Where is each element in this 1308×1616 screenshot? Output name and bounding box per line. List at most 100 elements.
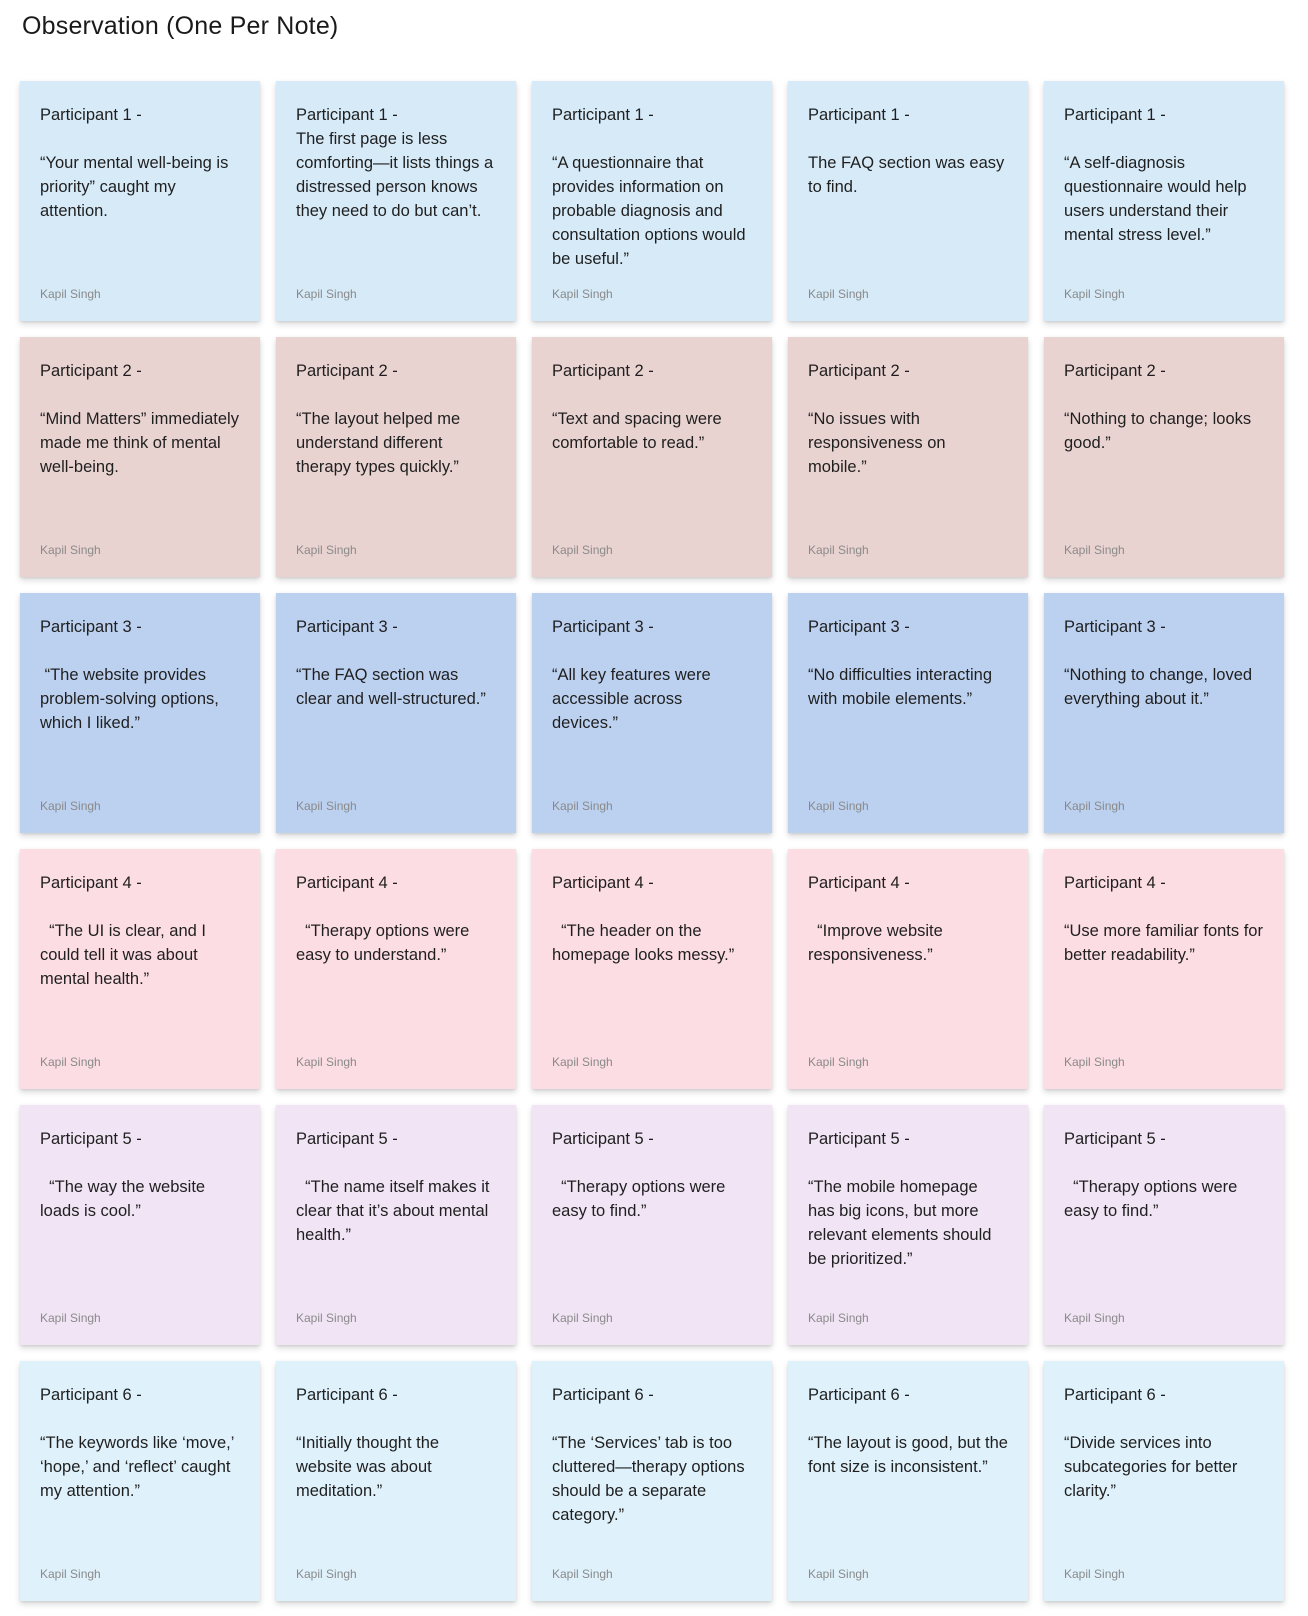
sticky-note[interactable]: Participant 4 - “Use more familiar fonts… xyxy=(1044,849,1284,1089)
note-text: “No issues with responsiveness on mobile… xyxy=(808,410,946,476)
note-text: “Nothing to change; looks good.” xyxy=(1064,410,1252,452)
note-heading: Participant 5 - xyxy=(808,1130,910,1148)
note-heading: Participant 6 - xyxy=(808,1386,910,1404)
note-author: Kapil Singh xyxy=(40,1055,101,1069)
note-text: “The mobile homepage has big icons, but … xyxy=(808,1178,992,1268)
sticky-note[interactable]: Participant 1 - The first page is less co… xyxy=(276,81,516,321)
sticky-note[interactable]: Participant 1 - “Your mental well-being … xyxy=(20,81,260,321)
note-heading: Participant 6 - xyxy=(296,1386,398,1404)
note-heading: Participant 6 - xyxy=(40,1386,142,1404)
sticky-note[interactable]: Participant 5 - “Therapy options were ea… xyxy=(532,1105,772,1345)
note-text: “Use more familiar fonts for better read… xyxy=(1064,922,1263,964)
note-author: Kapil Singh xyxy=(40,287,101,301)
sticky-note[interactable]: Participant 5 - “The mobile homepage has… xyxy=(788,1105,1028,1345)
sticky-note[interactable]: Participant 6 - “Initially thought the w… xyxy=(276,1361,516,1601)
note-text: “Nothing to change, loved everything abo… xyxy=(1064,666,1253,708)
note-text: “The ‘Services’ tab is too cluttered—the… xyxy=(552,1434,745,1524)
note-text: “The layout is good, but the font size i… xyxy=(808,1434,1008,1476)
sticky-note[interactable]: Participant 6 - “Divide services into su… xyxy=(1044,1361,1284,1601)
note-text: “Improve website responsiveness.” xyxy=(808,922,943,964)
note-text: “Text and spacing were comfortable to re… xyxy=(552,410,722,452)
note-text: The first page is less comforting—it lis… xyxy=(296,130,498,220)
note-heading: Participant 3 - xyxy=(40,618,142,636)
note-author: Kapil Singh xyxy=(1064,799,1125,813)
sticky-note[interactable]: Participant 5 - “The way the website loa… xyxy=(20,1105,260,1345)
sticky-note[interactable]: Participant 4 - “Improve website respons… xyxy=(788,849,1028,1089)
note-author: Kapil Singh xyxy=(1064,1567,1125,1581)
note-heading: Participant 5 - xyxy=(552,1130,654,1148)
note-text: “The name itself makes it clear that it’… xyxy=(296,1178,490,1244)
sticky-note[interactable]: Participant 1 - “A self-diagnosis questi… xyxy=(1044,81,1284,321)
sticky-note[interactable]: Participant 6 - “The layout is good, but… xyxy=(788,1361,1028,1601)
sticky-note[interactable]: Participant 4 - “Therapy options were ea… xyxy=(276,849,516,1089)
note-text: “Initially thought the website was about… xyxy=(296,1434,440,1500)
note-author: Kapil Singh xyxy=(40,1567,101,1581)
note-text: “The keywords like ‘move,’ ‘hope,’ and ‘… xyxy=(40,1434,234,1500)
note-author: Kapil Singh xyxy=(296,1055,357,1069)
note-author: Kapil Singh xyxy=(296,543,357,557)
note-heading: Participant 5 - xyxy=(296,1130,398,1148)
note-heading: Participant 3 - xyxy=(808,618,910,636)
note-heading: Participant 4 - xyxy=(40,874,142,892)
note-author: Kapil Singh xyxy=(808,1567,869,1581)
note-author: Kapil Singh xyxy=(296,287,357,301)
note-heading: Participant 4 - xyxy=(296,874,398,892)
note-heading: Participant 4 - xyxy=(808,874,910,892)
sticky-note[interactable]: Participant 3 - “Nothing to change, love… xyxy=(1044,593,1284,833)
sticky-note[interactable]: Participant 2 - “Nothing to change; look… xyxy=(1044,337,1284,577)
note-author: Kapil Singh xyxy=(552,799,613,813)
sticky-note[interactable]: Participant 6 - “The ‘Services’ tab is t… xyxy=(532,1361,772,1601)
sticky-note[interactable]: Participant 5 - “Therapy options were ea… xyxy=(1044,1105,1284,1345)
note-author: Kapil Singh xyxy=(552,287,613,301)
note-heading: Participant 3 - xyxy=(552,618,654,636)
note-text: “The layout helped me understand differe… xyxy=(296,410,461,476)
sticky-note[interactable]: Participant 3 - “The FAQ section was cle… xyxy=(276,593,516,833)
note-text: “A questionnaire that provides informati… xyxy=(552,154,746,268)
note-text: “The UI is clear, and I could tell it wa… xyxy=(40,922,206,988)
sticky-note[interactable]: Participant 3 - “The website provides pr… xyxy=(20,593,260,833)
sticky-note[interactable]: Participant 3 - “All key features were a… xyxy=(532,593,772,833)
sticky-note[interactable]: Participant 6 - “The keywords like ‘move… xyxy=(20,1361,260,1601)
note-author: Kapil Singh xyxy=(40,543,101,557)
sticky-note[interactable]: Participant 1 - “A questionnaire that pr… xyxy=(532,81,772,321)
sticky-note[interactable]: Participant 2 - “The layout helped me un… xyxy=(276,337,516,577)
note-text: “A self-diagnosis questionnaire would he… xyxy=(1064,154,1247,244)
note-text: “The FAQ section was clear and well-stru… xyxy=(296,666,486,708)
note-author: Kapil Singh xyxy=(296,799,357,813)
note-heading: Participant 2 - xyxy=(1064,362,1166,380)
note-author: Kapil Singh xyxy=(552,1567,613,1581)
sticky-note-grid: Participant 1 - “Your mental well-being … xyxy=(20,81,1284,1601)
note-author: Kapil Singh xyxy=(552,543,613,557)
note-author: Kapil Singh xyxy=(808,1055,869,1069)
sticky-note[interactable]: Participant 3 - “No difficulties interac… xyxy=(788,593,1028,833)
board-title: Observation (One Per Note) xyxy=(22,12,339,40)
note-heading: Participant 4 - xyxy=(552,874,654,892)
sticky-note[interactable]: Participant 2 - “Mind Matters” immediate… xyxy=(20,337,260,577)
note-author: Kapil Singh xyxy=(808,287,869,301)
sticky-note[interactable]: Participant 4 - “The header on the homep… xyxy=(532,849,772,1089)
note-heading: Participant 2 - xyxy=(552,362,654,380)
sticky-note[interactable]: Participant 2 - “No issues with responsi… xyxy=(788,337,1028,577)
note-heading: Participant 2 - xyxy=(40,362,142,380)
note-heading: Participant 3 - xyxy=(1064,618,1166,636)
note-author: Kapil Singh xyxy=(1064,1055,1125,1069)
note-author: Kapil Singh xyxy=(552,1311,613,1325)
note-heading: Participant 5 - xyxy=(40,1130,142,1148)
note-text: “Divide services into subcategories for … xyxy=(1064,1434,1238,1500)
note-text: “Therapy options were easy to find.” xyxy=(1064,1178,1238,1220)
note-text: “Your mental well-being is priority” cau… xyxy=(40,154,229,220)
note-heading: Participant 1 - xyxy=(1064,106,1166,124)
note-author: Kapil Singh xyxy=(1064,287,1125,301)
note-heading: Participant 4 - xyxy=(1064,874,1166,892)
sticky-note[interactable]: Participant 1 - The FAQ section was easy… xyxy=(788,81,1028,321)
sticky-note[interactable]: Participant 2 - “Text and spacing were c… xyxy=(532,337,772,577)
note-author: Kapil Singh xyxy=(1064,543,1125,557)
note-text: “No difficulties interacting with mobile… xyxy=(808,666,993,708)
note-author: Kapil Singh xyxy=(808,543,869,557)
sticky-note[interactable]: Participant 5 - “The name itself makes i… xyxy=(276,1105,516,1345)
note-heading: Participant 1 - xyxy=(808,106,910,124)
note-author: Kapil Singh xyxy=(552,1055,613,1069)
note-text: “Therapy options were easy to understand… xyxy=(296,922,470,964)
note-text: “All key features were accessible across… xyxy=(552,666,711,732)
sticky-note[interactable]: Participant 4 - “The UI is clear, and I … xyxy=(20,849,260,1089)
